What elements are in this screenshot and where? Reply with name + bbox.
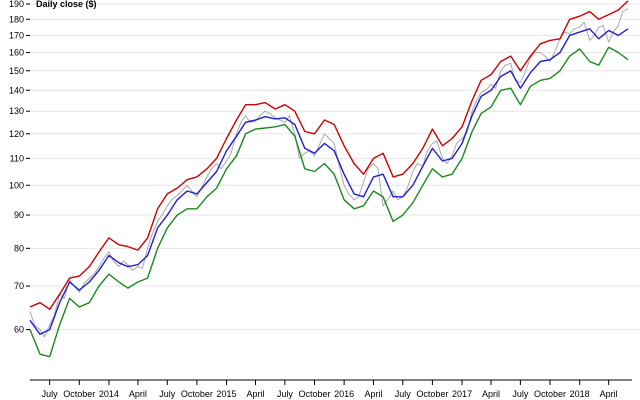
x-tick-label: 2015	[217, 389, 237, 399]
y-tick-label: 190	[9, 0, 24, 9]
series-line-1	[29, 28, 629, 335]
x-tick-label: October	[416, 389, 448, 399]
y-tick-label: 140	[9, 85, 24, 95]
x-tick-label: 2017	[452, 389, 472, 399]
series-line-0	[29, 0, 629, 310]
x-tick-label: April	[129, 389, 147, 399]
x-tick-label: April	[364, 389, 382, 399]
x-tick-label: 2018	[570, 389, 590, 399]
series-line-3	[29, 8, 629, 338]
y-tick-label: 130	[9, 106, 24, 116]
x-tick-label: October	[181, 389, 213, 399]
y-tick-label: 170	[9, 30, 24, 40]
x-tick-label: July	[512, 389, 529, 399]
y-tick-label: 110	[10, 153, 24, 163]
x-axis: July October 2014 April July October 2015 April…	[30, 379, 632, 399]
y-tick-label: 90	[14, 210, 24, 220]
x-tick-label: October	[298, 389, 330, 399]
x-tick-label: April	[482, 389, 500, 399]
x-tick-label: July	[395, 389, 412, 399]
series-lines	[29, 0, 629, 358]
y-tick-label: 80	[14, 243, 24, 253]
y-tick-label: 120	[9, 129, 24, 139]
y-tick-label: 180	[9, 14, 24, 24]
x-tick-label: October	[534, 389, 566, 399]
x-tick-label: July	[277, 389, 294, 399]
x-tick-label: July	[159, 389, 176, 399]
y-tick-label: 150	[9, 66, 24, 76]
x-tick-label: 2014	[99, 389, 119, 399]
x-tick-label: July	[42, 389, 59, 399]
x-tick-label: April	[247, 389, 265, 399]
x-tick-label: October	[63, 389, 95, 399]
y-tick-label: 100	[9, 180, 24, 190]
y-tick-label: 60	[14, 325, 24, 335]
y-axis: 60 70 80 90 100 110 120 130 140 150 160 170 180 190	[9, 0, 30, 335]
x-tick-label: 2016	[334, 389, 354, 399]
y-tick-label: 160	[9, 48, 24, 58]
series-line-2	[29, 46, 629, 358]
gridlines	[30, 3, 640, 331]
y-axis-label: Daily close ($)	[36, 0, 97, 9]
x-tick-label: April	[600, 389, 618, 399]
y-tick-label: 70	[14, 281, 24, 291]
